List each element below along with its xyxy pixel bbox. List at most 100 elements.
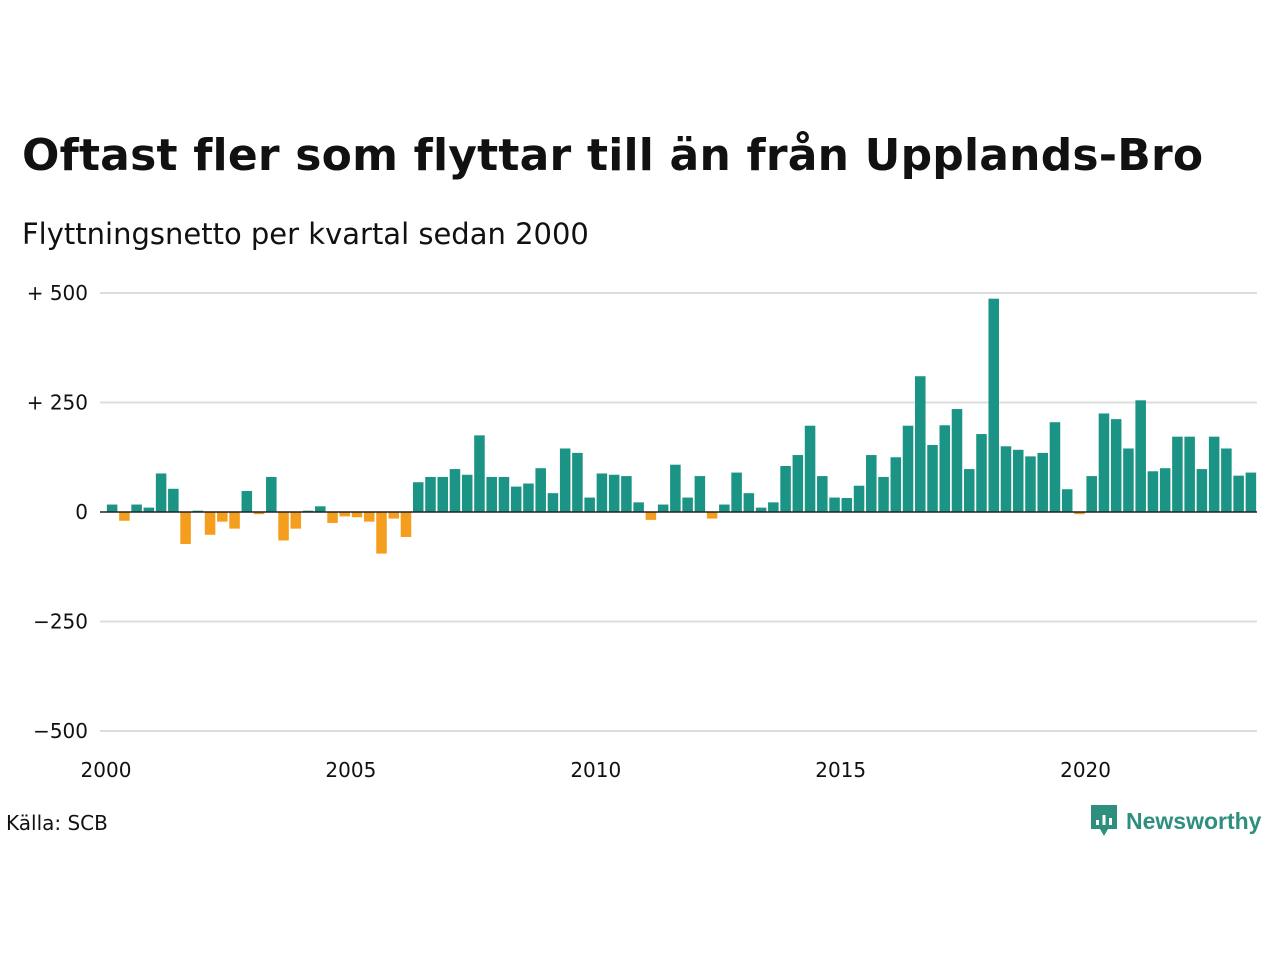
bar [633,502,644,512]
bar [682,497,693,512]
bar-chart: + 500 + 250 0 −250 −500 2000 2005 2010 2015 2020 [27,281,1257,782]
bar [498,476,510,512]
bar [229,512,240,529]
bar [204,512,216,535]
x-tick-label: 2010 [570,758,621,782]
bar [939,425,951,512]
brand-logo: Newsworthy [1088,802,1261,840]
bar [743,493,755,512]
bar [963,469,975,512]
bar [388,512,400,519]
bar [1110,419,1122,512]
bar [1147,471,1159,512]
bar [339,512,351,517]
bar [400,512,412,537]
chart-subtitle: Flyttningsnetto per kvartal sedan 2000 [22,217,589,251]
bar [266,476,277,512]
x-tick-label: 2015 [815,758,866,782]
bar [1037,452,1048,512]
bar [425,476,436,512]
bar [829,497,840,512]
bar [143,507,155,512]
bar [915,376,926,512]
bar [719,504,730,512]
bar [1245,472,1257,512]
y-tick-label: 0 [75,500,88,524]
bar [621,476,632,512]
bar [878,476,889,512]
bar [1135,400,1146,512]
bar [449,469,461,512]
chart-title: Oftast fler som flyttar till än från Upp… [22,130,1204,181]
bar [474,435,485,512]
axes: + 500 + 250 0 −250 −500 2000 2005 2010 2015 2020 [27,281,1257,782]
bar [1086,476,1097,512]
bar [351,512,363,518]
bar [1184,436,1195,512]
bar [572,452,583,512]
bar [168,488,179,512]
bar [853,485,865,512]
bar [645,512,657,520]
y-tick-label: + 500 [27,281,88,305]
bar [1159,468,1171,512]
bar [951,409,963,512]
bar [841,497,853,512]
bar [866,455,877,512]
bar [278,512,289,541]
bar [461,474,473,512]
bar [131,504,142,512]
bar [1172,436,1183,512]
y-tick-label: −250 [33,610,88,634]
bar [804,425,816,512]
grid-lines [100,292,1257,732]
bar [437,476,448,512]
bar [1208,436,1220,512]
bar [217,512,228,522]
bar [755,507,767,512]
bar [376,512,387,554]
bar [927,444,938,512]
bar [596,473,608,512]
bar [290,512,302,529]
bars [106,298,1257,554]
bar [780,466,791,512]
bar [1074,512,1085,515]
source-note: Källa: SCB [6,811,108,835]
bar [1123,448,1134,512]
bar [523,483,534,512]
bar [694,476,706,512]
bar [106,504,118,512]
bar [486,476,497,512]
bar [608,474,620,512]
bar [817,476,828,512]
bar [1196,469,1208,512]
bar [547,493,559,512]
x-tick-label: 2020 [1060,758,1111,782]
bar [1025,456,1036,512]
bar [535,468,546,512]
bar [327,512,338,523]
brand-name: Newsworthy [1126,807,1262,834]
bar [241,490,253,512]
y-tick-label: −500 [33,719,88,743]
bar [902,425,914,512]
bar [584,497,595,512]
bar [1012,449,1024,512]
bar [1049,422,1061,512]
bar [510,486,522,512]
bar [768,502,779,512]
bar [706,512,718,519]
bar [364,512,375,522]
bar [1000,446,1012,512]
x-tick-label: 2000 [81,758,132,782]
x-tick-label: 2005 [325,758,376,782]
bar [1061,489,1073,512]
bar [180,512,191,544]
bar [253,512,265,515]
bar [1221,448,1232,512]
bar [412,482,424,512]
bar [890,457,902,512]
bar [1098,413,1110,512]
bar [731,472,742,512]
